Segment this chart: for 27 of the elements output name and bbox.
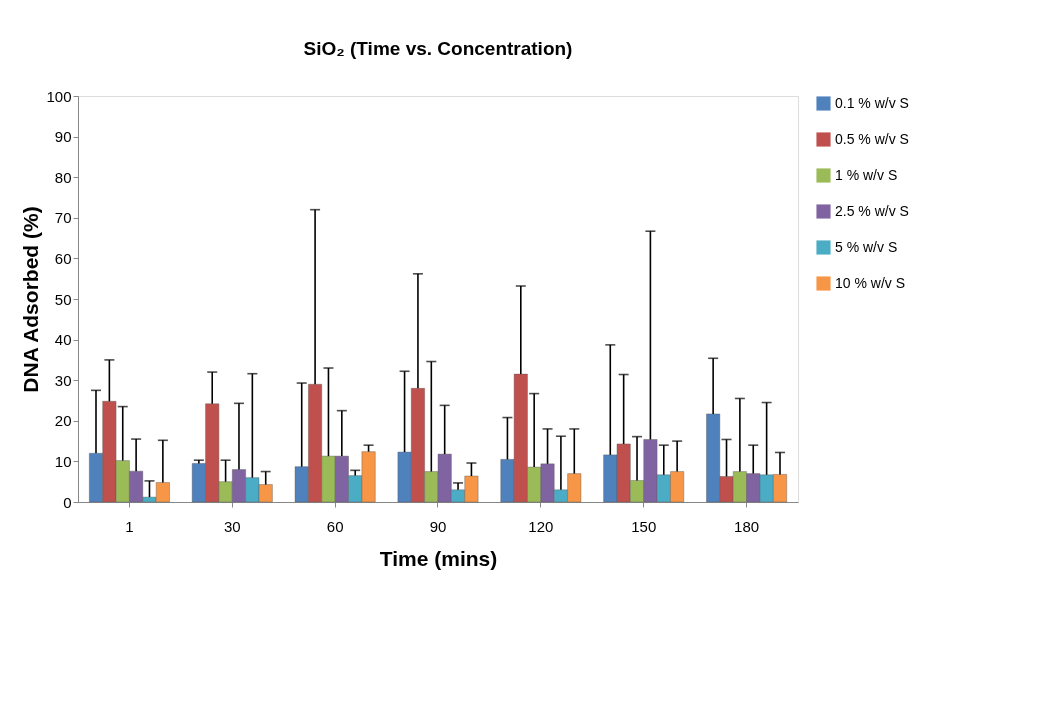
- legend-label: 0.1 % w/v S: [835, 94, 909, 111]
- x-tick-label: 30: [223, 517, 241, 535]
- y-tick-label: 60: [54, 249, 72, 267]
- x-tick-label: 60: [326, 517, 344, 535]
- legend-label: 1 % w/v S: [835, 166, 898, 183]
- y-tick-label: 30: [54, 371, 72, 389]
- x-axis-title: Time (mins): [379, 546, 498, 570]
- y-tick-label: 40: [54, 331, 72, 349]
- x-tick-label: 150: [631, 517, 657, 535]
- chart-title: SiO₂ (Time vs. Concentration): [303, 38, 573, 59]
- y-tick-label: 80: [54, 168, 72, 186]
- legend-label: 10 % w/v S: [835, 274, 906, 291]
- y-axis-title: DNA Adsorbed (%): [19, 206, 43, 393]
- y-tick-label: 20: [54, 412, 72, 430]
- x-tick-label: 1: [125, 517, 134, 535]
- y-tick-label: 50: [54, 290, 72, 308]
- y-tick-label: 10: [54, 452, 72, 470]
- legend-label: 0.5 % w/v S: [835, 130, 909, 147]
- legend-label: 2.5 % w/v S: [835, 202, 909, 219]
- y-tick-label: 70: [54, 209, 72, 227]
- x-tick-label: 90: [429, 517, 447, 535]
- x-tick-label: 180: [734, 517, 760, 535]
- x-tick-label: 120: [528, 517, 554, 535]
- y-tick-label: 100: [46, 87, 72, 105]
- y-tick-label: 0: [63, 493, 72, 511]
- legend-label: 5 % w/v S: [835, 238, 898, 255]
- y-tick-label: 90: [54, 128, 72, 146]
